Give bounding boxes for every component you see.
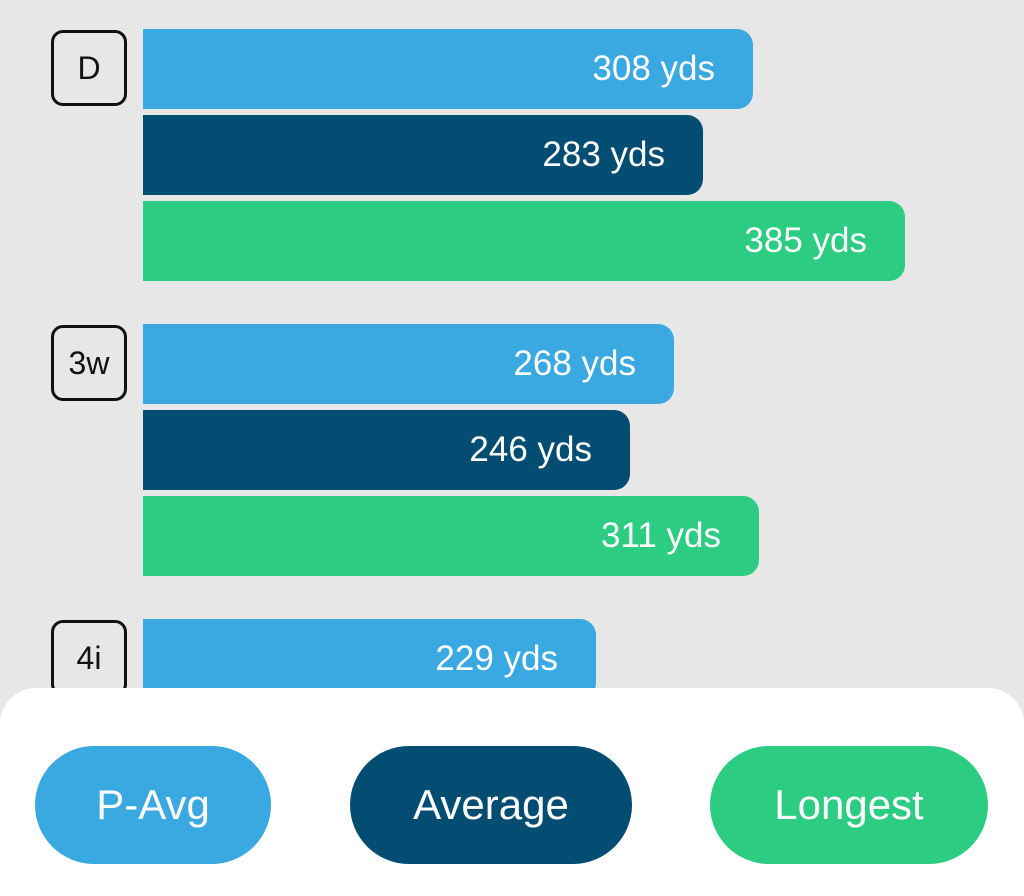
legend-panel: P-Avg Average Longest	[0, 688, 1024, 896]
bar-p-avg-d: 308 yds	[143, 29, 753, 109]
longest-toggle-button[interactable]: Longest	[710, 746, 988, 864]
bar-value-label: 246 yds	[469, 430, 592, 469]
bar-value-label: 385 yds	[744, 221, 867, 260]
bar-p-avg-4i: 229 yds	[143, 619, 596, 699]
bar-longest-3w: 311 yds	[143, 496, 759, 576]
bar-average-d: 283 yds	[143, 115, 703, 195]
bar-value-label: 311 yds	[601, 516, 721, 555]
p-avg-toggle-button[interactable]: P-Avg	[35, 746, 271, 864]
club-badge-d[interactable]: D	[51, 30, 127, 106]
bar-longest-d: 385 yds	[143, 201, 905, 281]
bar-average-3w: 246 yds	[143, 410, 630, 490]
bar-value-label: 268 yds	[513, 344, 636, 383]
bar-value-label: 308 yds	[592, 49, 715, 88]
bar-value-label: 229 yds	[435, 639, 558, 678]
bar-value-label: 283 yds	[542, 135, 665, 174]
club-badge-4i[interactable]: 4i	[51, 620, 127, 696]
bar-p-avg-3w: 268 yds	[143, 324, 674, 404]
club-badge-3w[interactable]: 3w	[51, 325, 127, 401]
average-toggle-button[interactable]: Average	[350, 746, 632, 864]
